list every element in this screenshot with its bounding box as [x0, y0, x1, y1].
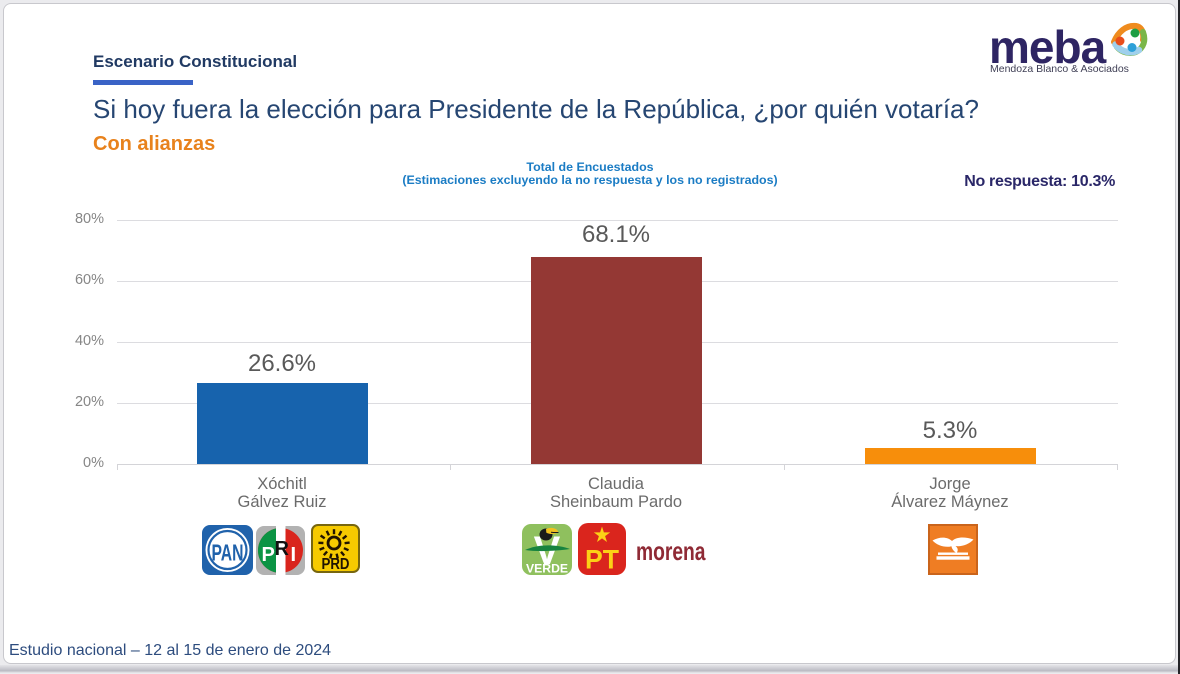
svg-text:PRD: PRD: [322, 556, 350, 573]
svg-text:P: P: [262, 544, 275, 566]
svg-text:R: R: [275, 538, 290, 560]
svg-text:PAN: PAN: [212, 540, 244, 566]
svg-text:PT: PT: [585, 545, 619, 575]
svg-text:VERDE: VERDE: [526, 562, 568, 576]
svg-text:I: I: [291, 544, 297, 566]
